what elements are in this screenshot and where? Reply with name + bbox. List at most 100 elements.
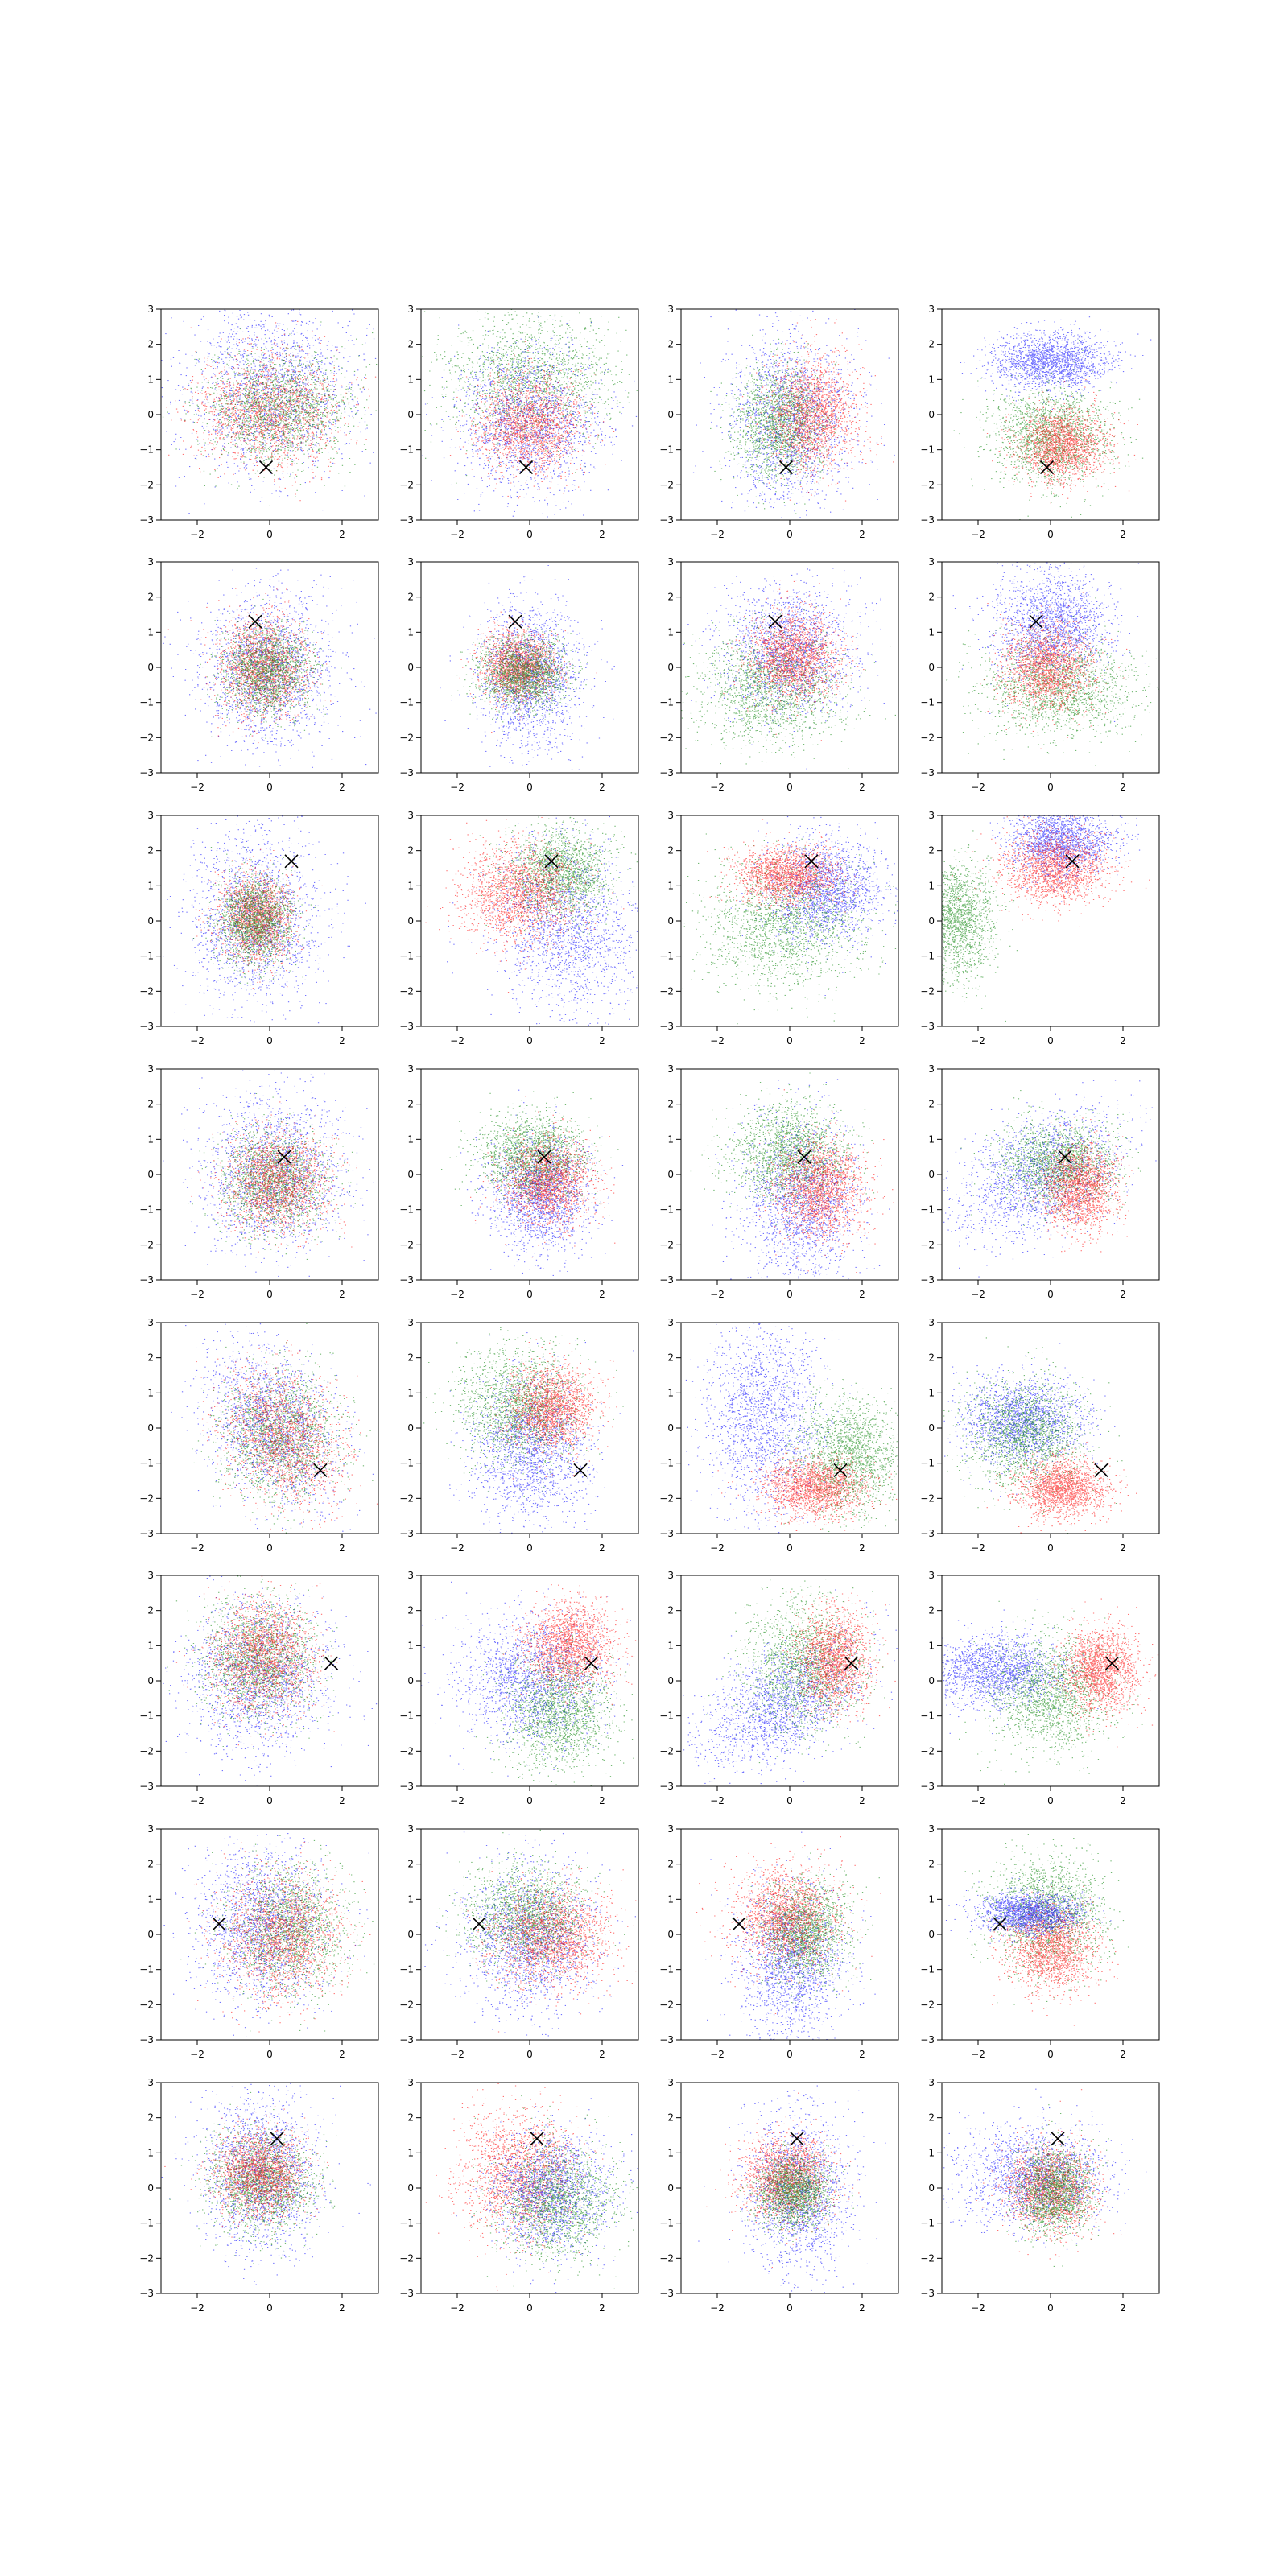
y-tick-label: 2	[667, 1352, 674, 1364]
y-tick-label: 1	[928, 880, 935, 891]
y-tick-label: −2	[920, 2252, 935, 2264]
y-tick-label: −2	[399, 479, 414, 490]
y-tick-label: 2	[667, 1859, 674, 1870]
y-tick-label: −1	[139, 444, 154, 456]
y-tick-label: −1	[920, 1964, 935, 1975]
y-tick-label: 0	[407, 662, 414, 673]
y-tick-label: −3	[659, 514, 674, 526]
cluster-blue	[953, 562, 1146, 721]
cluster-green	[169, 2092, 337, 2263]
y-tick-label: 3	[667, 1570, 674, 1581]
x-tick-label: 0	[786, 2049, 793, 2060]
y-tick-label: 2	[407, 1352, 414, 1364]
x-tick-label: −2	[190, 529, 204, 540]
x-tick-label: 0	[1047, 1035, 1054, 1046]
x-tick-label: −2	[450, 529, 464, 540]
y-tick-label: −2	[920, 732, 935, 743]
scatter-points	[693, 309, 895, 518]
axes-frame	[161, 2083, 378, 2293]
y-tick-label: 0	[667, 662, 674, 673]
scatter-points	[163, 568, 377, 767]
y-tick-label: 0	[928, 662, 935, 673]
y-tick-label: 3	[928, 1317, 935, 1328]
y-tick-label: −2	[659, 479, 674, 490]
y-tick-label: −3	[920, 2034, 935, 2046]
x-marker	[530, 2132, 543, 2145]
y-tick-label: −3	[399, 1021, 414, 1032]
y-tick-label: 2	[407, 1859, 414, 1870]
x-tick-label: 2	[1120, 782, 1126, 793]
y-tick-label: −1	[399, 951, 414, 962]
x-tick-label: 2	[599, 2302, 605, 2314]
x-tick-label: −2	[710, 1289, 724, 1300]
cluster-blue	[162, 2083, 371, 2285]
x-tick-label: 2	[339, 1035, 345, 1046]
cluster-green	[422, 310, 638, 484]
cluster-red	[742, 320, 894, 502]
x-tick-label: 2	[859, 1795, 865, 1806]
y-tick-label: −2	[139, 1239, 154, 1250]
x-tick-label: −2	[190, 2302, 204, 2314]
y-tick-label: −3	[399, 1528, 414, 1539]
y-tick-label: 0	[407, 2182, 414, 2194]
scatter-points	[426, 2084, 638, 2293]
scatter-points	[946, 562, 1159, 766]
y-tick-label: −2	[399, 1239, 414, 1250]
axes-frame	[421, 2083, 638, 2293]
cluster-blue	[447, 817, 639, 1026]
cluster-red	[1043, 1599, 1159, 1747]
x-tick-label: 0	[266, 1542, 273, 1554]
x-tick-label: 2	[339, 2302, 345, 2314]
y-tick-label: −1	[920, 2218, 935, 2229]
scatter-points	[164, 1831, 379, 2037]
cluster-red	[749, 1090, 894, 1273]
y-tick-label: −2	[139, 1745, 154, 1757]
y-tick-label: −3	[139, 767, 154, 778]
y-tick-label: 2	[147, 845, 154, 857]
scatter-points	[171, 1323, 378, 1533]
x-tick-label: 2	[859, 2302, 865, 2314]
x-tick-label: 0	[1047, 2302, 1054, 2314]
x-tick-label: −2	[971, 1035, 985, 1046]
y-tick-label: 3	[407, 2077, 414, 2088]
y-tick-label: 0	[147, 915, 154, 927]
y-tick-label: −3	[920, 2288, 935, 2299]
axes-frame	[161, 1829, 378, 2040]
y-tick-label: 3	[407, 303, 414, 315]
x-tick-label: 0	[266, 782, 273, 793]
y-tick-label: 0	[667, 1675, 674, 1686]
axes-frame	[161, 1323, 378, 1534]
cluster-red	[168, 588, 332, 743]
y-tick-label: −2	[920, 1745, 935, 1757]
x-tick-label: −2	[450, 1035, 464, 1046]
scatter-points	[422, 310, 638, 518]
x-tick-label: −2	[190, 1542, 204, 1554]
y-tick-label: 2	[407, 1099, 414, 1110]
y-tick-label: 2	[928, 592, 935, 603]
y-tick-label: 1	[928, 2147, 935, 2158]
y-tick-label: −2	[659, 732, 674, 743]
cluster-red	[469, 1340, 617, 1479]
y-tick-label: 1	[407, 1133, 414, 1145]
x-marker	[1095, 1463, 1108, 1476]
y-tick-label: 0	[928, 1675, 935, 1686]
y-tick-label: 0	[407, 409, 414, 420]
y-tick-label: −3	[399, 514, 414, 526]
y-tick-label: −1	[139, 1964, 154, 1975]
y-tick-label: −1	[659, 951, 674, 962]
y-tick-label: −2	[399, 1745, 414, 1757]
y-tick-label: −2	[399, 732, 414, 743]
x-tick-label: 0	[786, 1795, 793, 1806]
y-tick-label: −2	[659, 985, 674, 997]
x-tick-label: 0	[1047, 1795, 1054, 1806]
scatter-points	[163, 1576, 377, 1786]
y-tick-label: 1	[147, 2147, 154, 2158]
